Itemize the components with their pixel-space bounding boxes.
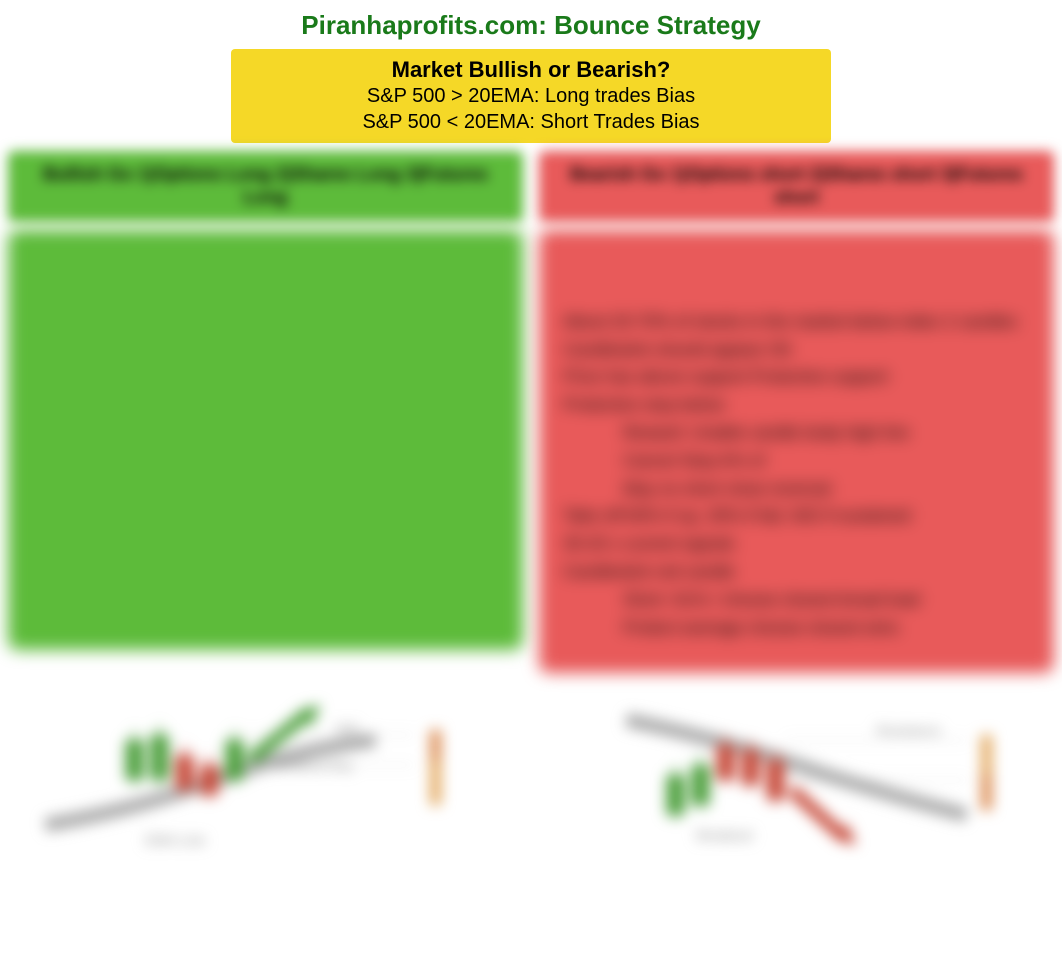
body-line: Short -61% / choose closest broad load — [623, 588, 1030, 612]
svg-text:Resistance: Resistance — [877, 723, 941, 738]
svg-text:Breakout Buy: Breakout Buy — [276, 758, 355, 773]
bullish-header: Bullish Go 1)Options Long 2)Shares Long … — [8, 151, 523, 222]
body-line: Protect average choose closest wins — [623, 616, 1030, 640]
body-line: Protective stop below — [563, 393, 1030, 417]
body-line: May no short close reversal — [623, 477, 1030, 501]
body-line: Reward: Unable candle body high line — [623, 421, 1030, 445]
body-line: Candlestick red candle — [563, 560, 1030, 584]
bearish-header: Bearish Go 1)Options short 2)Shares shor… — [539, 151, 1054, 222]
bearish-bounce-diagram: Resistance Breakout — [539, 685, 1054, 855]
bullish-bounce-diagram: Sell Breakout Buy EMA Line — [8, 685, 523, 855]
svg-text:Breakout: Breakout — [697, 827, 753, 843]
body-line: About 20-70% of stocks in the market bel… — [563, 310, 1030, 334]
body-line: Candlestick should appear OK — [563, 338, 1030, 362]
bearish-body: About 20-70% of stocks in the market bel… — [539, 230, 1054, 674]
market-box-line2: S&P 500 < 20EMA: Short Trades Bias — [251, 109, 811, 135]
svg-text:Sell: Sell — [336, 721, 358, 736]
chart-diagrams: Sell Breakout Buy EMA Line — [0, 685, 1062, 855]
body-line: Take off 60% if up, 30% if fail, N/D if … — [563, 504, 1030, 528]
body-line: 30-20 x current signals — [563, 532, 1030, 556]
bearish-column: Bearish Go 1)Options short 2)Shares shor… — [539, 151, 1054, 673]
page-title: Piranhaprofits.com: Bounce Strategy — [0, 10, 1062, 41]
svg-text:EMA Line: EMA Line — [146, 832, 206, 848]
bullish-body — [8, 230, 523, 650]
body-line: Cancel Stop A% of — [623, 449, 1030, 473]
strategy-columns: Bullish Go 1)Options Long 2)Shares Long … — [0, 151, 1062, 673]
market-box-heading: Market Bullish or Bearish? — [251, 57, 811, 83]
market-box-line1: S&P 500 > 20EMA: Long trades Bias — [251, 83, 811, 109]
body-line: Price has above support Protective suppo… — [563, 365, 1030, 389]
bullish-column: Bullish Go 1)Options Long 2)Shares Long … — [8, 151, 523, 673]
market-condition-box: Market Bullish or Bearish? S&P 500 > 20E… — [231, 49, 831, 143]
